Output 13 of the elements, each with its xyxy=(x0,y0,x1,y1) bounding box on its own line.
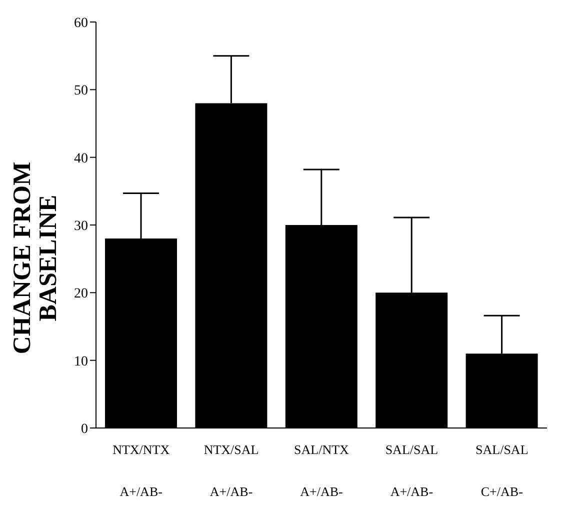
category-label: SAL/NTX A+/AB- xyxy=(294,442,349,499)
y-axis-title: CHANGE FROM BASELINE xyxy=(9,162,62,354)
category-label: NTX/NTX A+/AB- xyxy=(112,442,170,499)
y-tick-label: 40 xyxy=(74,151,88,166)
category-label: SAL/SAL C+/AB- xyxy=(476,442,528,499)
y-tick-label: 20 xyxy=(74,286,88,302)
category-label: NTX/SAL A+/AB- xyxy=(204,442,259,499)
y-tick-label: 60 xyxy=(74,16,88,31)
category-label: SAL/SAL A+/AB- xyxy=(385,442,438,499)
y-tick-label: 10 xyxy=(74,354,88,370)
y-tick-label: 0 xyxy=(81,422,88,437)
y-tick-label: 30 xyxy=(74,218,88,234)
y-tick-label: 50 xyxy=(74,84,88,99)
